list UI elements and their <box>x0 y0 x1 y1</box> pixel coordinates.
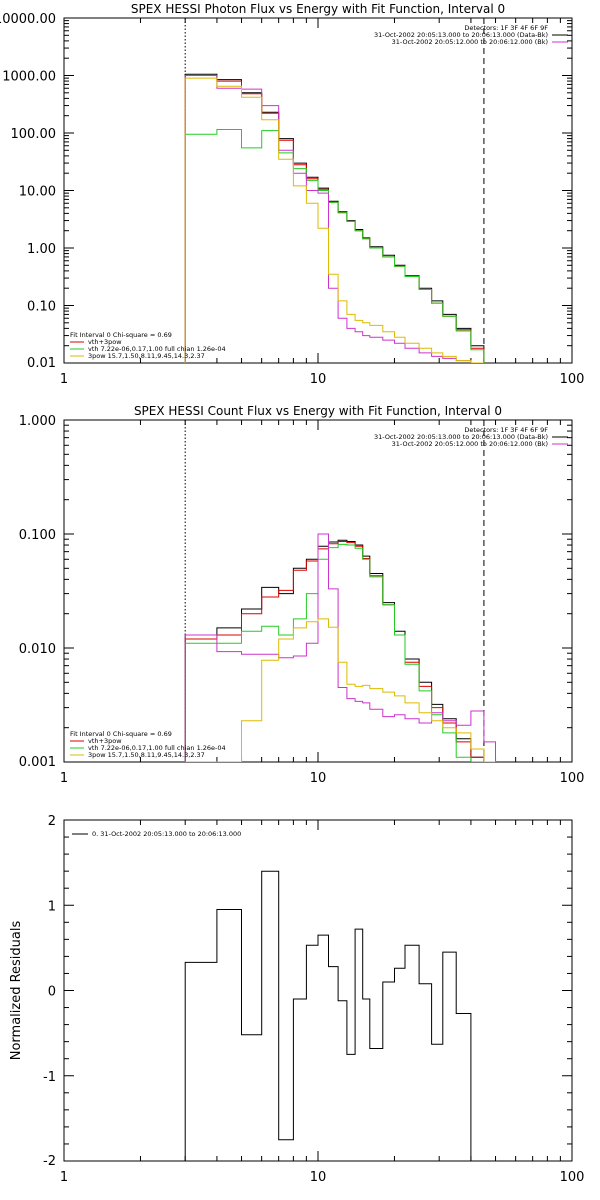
legend-entry: vth 7.22e-06,0.17,1.00 full chian 1.26e-… <box>88 744 226 752</box>
legend-bottom: Fit Interval 0 Chi-square = 0.69vth+3pow… <box>70 730 226 759</box>
y-axis: 0.01 0.10 1.00 10.00 100.00 1000.00 10000.00 <box>0 12 572 371</box>
legend-entry: 31-Oct-2002 20:05:12.000 to 20:06:12.000… <box>392 440 548 448</box>
y-tick-label: 0.010 <box>19 642 56 657</box>
y-tick-label: 10.00 <box>19 185 56 200</box>
x-tick-label: 100 <box>560 771 585 786</box>
y-axis-label: Normalized Residuals <box>9 921 24 1061</box>
legend-header: Fit Interval 0 Chi-square = 0.69 <box>70 331 172 339</box>
x-tick-label: 1 <box>60 1170 68 1185</box>
legend-entry: 31-Oct-2002 20:05:13.000 to 20:06:13.000… <box>374 31 548 39</box>
series-1-line <box>184 870 484 1161</box>
x-axis: 1 10 100 <box>60 820 585 1185</box>
x-tick-label: 1 <box>60 771 68 786</box>
legend-entry: 31-Oct-2002 20:05:12.000 to 20:06:12.000… <box>392 38 548 46</box>
legend-entry: vth+3pow <box>88 338 122 346</box>
legend-bottom: Fit Interval 0 Chi-square = 0.69vth+3pow… <box>70 331 226 360</box>
chart-panel-1: SPEX HESSI Photon Flux vs Energy with Fi… <box>0 2 584 387</box>
x-axis: 1 10 100 <box>60 18 585 387</box>
y-tick-label: 0.001 <box>19 755 56 770</box>
y-tick-label: 0.100 <box>19 528 56 543</box>
legend-entry: 3pow 15.7,1.50,8.11,9.45,14.3,2.37 <box>88 751 205 759</box>
y-tick-label: -2 <box>43 1154 56 1169</box>
y-axis: -2 -1 0 1 2 <box>43 814 572 1169</box>
legend-entry: 31-Oct-2002 20:05:13.000 to 20:06:13.000… <box>374 433 548 441</box>
series-3-line <box>184 543 496 762</box>
series-5-line <box>184 77 484 363</box>
legend-header: Fit Interval 0 Chi-square = 0.69 <box>70 730 172 738</box>
y-tick-label: 1000.00 <box>2 70 56 85</box>
series-4-line <box>184 75 484 363</box>
y-tick-label: 2 <box>48 814 56 829</box>
data-series-group <box>184 533 496 762</box>
x-tick-label: 10 <box>310 372 327 387</box>
legend-entry: vth+3pow <box>88 737 122 745</box>
x-tick-label: 10 <box>310 1170 327 1185</box>
y-tick-label: -1 <box>43 1070 56 1085</box>
x-tick-label: 10 <box>310 771 327 786</box>
y-tick-label: 1.00 <box>27 242 56 257</box>
x-tick-label: 100 <box>560 372 585 387</box>
legend-entry: vth 7.22e-06,0.17,1.00 full chian 1.26e-… <box>88 345 226 353</box>
chart-title: SPEX HESSI Photon Flux vs Energy with Fi… <box>131 2 505 16</box>
y-tick-label: 10000.00 <box>0 12 56 27</box>
legend-header: Detectors: 1F 3F 4F 6F 9F <box>464 24 548 32</box>
x-tick-label: 1 <box>60 372 68 387</box>
y-tick-label: 1.000 <box>19 414 56 429</box>
series-3-line <box>184 129 485 363</box>
legend-entry: 3pow 15.7,1.50,8.11,9.45,14.3,2.37 <box>88 352 205 360</box>
y-tick-label: 1 <box>48 899 56 914</box>
series-2-line <box>184 75 485 363</box>
legend-entry: 0. 31-Oct-2002 20:05:13.000 to 20:06:13.… <box>92 830 241 838</box>
y-axis: 0.001 0.010 0.100 1.000 <box>19 414 572 770</box>
data-series-group <box>184 73 485 363</box>
x-tick-label: 100 <box>560 1170 585 1185</box>
y-tick-label: 100.00 <box>11 127 57 142</box>
chart-title: SPEX HESSI Count Flux vs Energy with Fit… <box>134 404 502 418</box>
y-tick-label: 0 <box>48 985 56 1000</box>
legend-header: Detectors: 1F 3F 4F 6F 9F <box>464 426 548 434</box>
series-1-line <box>184 73 485 363</box>
plot-frame <box>63 819 573 1162</box>
chart-panel-2: SPEX HESSI Count Flux vs Energy with Fit… <box>19 404 585 786</box>
legend-top: 0. 31-Oct-2002 20:05:13.000 to 20:06:13.… <box>72 830 241 838</box>
chart-panel-3: Normalized Residuals 1 10 100 -2 -1 0 1 2 0. 31-O… <box>9 814 584 1185</box>
data-series-group <box>184 870 484 1161</box>
y-tick-label: 0.01 <box>27 356 56 371</box>
series-5-line <box>185 618 496 762</box>
x-axis: 1 10 100 <box>60 420 585 786</box>
y-tick-label: 0.10 <box>27 300 56 315</box>
